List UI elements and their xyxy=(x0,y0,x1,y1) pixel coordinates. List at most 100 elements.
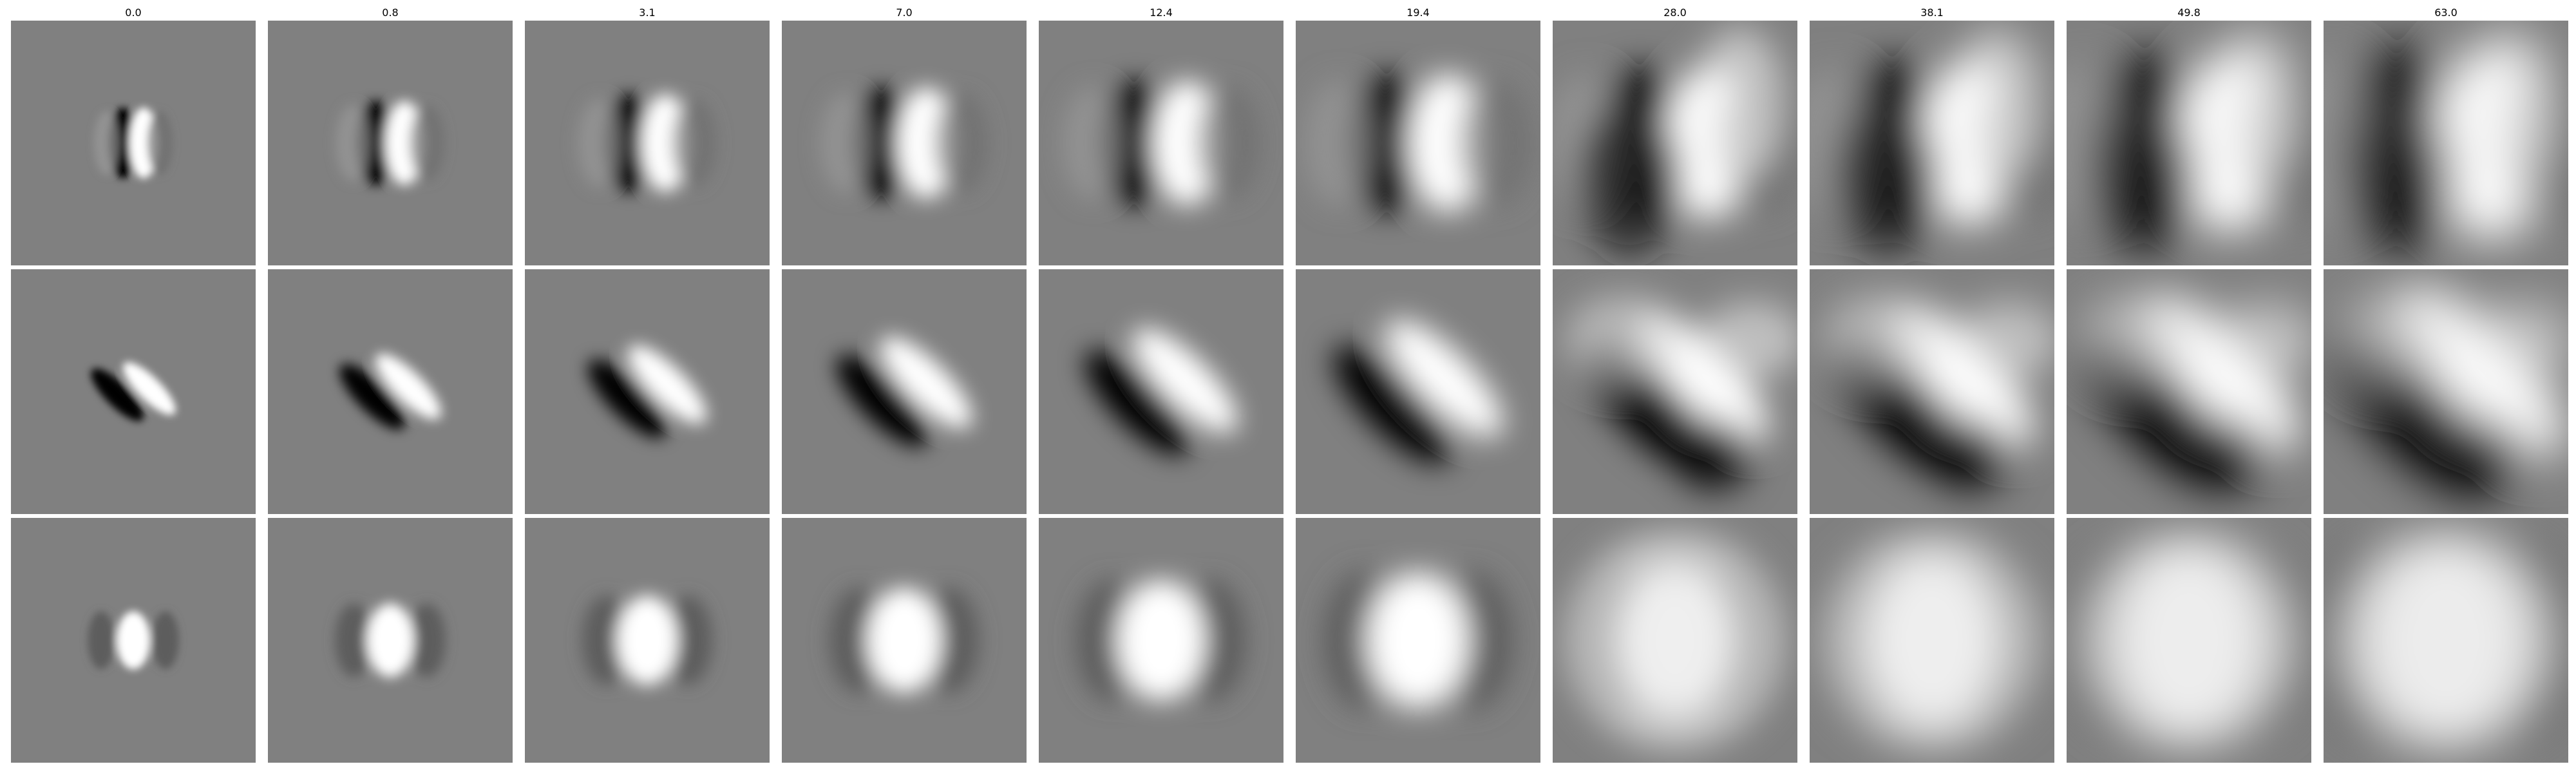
filter-blob xyxy=(1133,328,1238,433)
filter-blob xyxy=(672,99,717,187)
filter-blob xyxy=(663,595,713,685)
filter-blob xyxy=(2079,531,2298,750)
filter-blob xyxy=(1835,104,1938,259)
filter-panel xyxy=(525,21,770,265)
column-title: 28.0 xyxy=(1663,6,1687,19)
filter-blob xyxy=(1367,571,1469,709)
filter-image xyxy=(2324,21,2568,265)
column-title: 38.1 xyxy=(1920,6,1944,19)
filter-blob xyxy=(582,595,631,685)
filter-image xyxy=(1296,21,1540,265)
filter-image xyxy=(782,21,1027,265)
filter-blob xyxy=(1932,421,2009,491)
column-title: 12.4 xyxy=(1150,6,1173,19)
filter-panel xyxy=(11,21,256,265)
filter-image xyxy=(2067,269,2311,514)
column-title: 0.8 xyxy=(382,6,399,19)
filter-blob xyxy=(1461,81,1531,205)
column-title: 0.0 xyxy=(125,6,142,19)
filter-panel xyxy=(1553,21,1797,265)
filter-blob xyxy=(2079,295,2195,385)
panel-background xyxy=(782,269,1027,514)
filter-blob xyxy=(1333,346,1451,464)
filter-image xyxy=(525,269,770,514)
filter-blob xyxy=(1958,301,2054,379)
filter-blob xyxy=(935,93,989,193)
filter-image xyxy=(1296,269,1540,514)
filter-panel xyxy=(2067,21,2311,265)
filter-blob xyxy=(1305,81,1376,205)
filter-blob xyxy=(1694,27,1785,182)
filter-blob xyxy=(587,359,667,439)
filter-blob xyxy=(88,611,115,669)
filter-blob xyxy=(2472,301,2568,379)
filter-blob xyxy=(1951,27,2041,182)
filter-panel xyxy=(1039,21,1283,265)
filter-blob xyxy=(1385,320,1503,437)
filter-panel xyxy=(525,518,770,763)
filter-blob xyxy=(410,105,445,181)
filter-blob xyxy=(820,93,873,193)
filter-blob xyxy=(2336,531,2555,750)
filter-blob xyxy=(1117,580,1206,701)
filter-blob xyxy=(336,105,371,181)
filter-image xyxy=(11,21,256,265)
filter-panel xyxy=(525,269,770,514)
filter-panel xyxy=(782,21,1027,265)
column-title: 19.4 xyxy=(1406,6,1430,19)
filter-panel xyxy=(1039,518,1283,763)
filter-blob xyxy=(627,345,707,425)
filter-blob xyxy=(152,611,179,669)
filter-image xyxy=(2067,21,2311,265)
filter-image xyxy=(1810,518,2054,763)
filter-panel xyxy=(268,269,513,514)
filter-blob xyxy=(2349,104,2452,259)
filter-image xyxy=(2067,518,2311,763)
filter-panel xyxy=(1810,21,2054,265)
filter-panel xyxy=(1296,269,1540,514)
filter-blob xyxy=(1823,531,2041,750)
filter-panel xyxy=(2067,269,2311,514)
filter-panel xyxy=(2324,269,2568,514)
column-title: 3.1 xyxy=(639,6,656,19)
filter-blob xyxy=(2465,27,2555,182)
filter-blob xyxy=(1578,104,1681,259)
filter-blob xyxy=(335,603,373,678)
filter-panel xyxy=(782,269,1027,514)
filter-blob xyxy=(578,99,622,187)
filter-blob xyxy=(408,603,446,678)
filter-image xyxy=(525,21,770,265)
filter-panel xyxy=(11,269,256,514)
filter-image xyxy=(1553,518,1797,763)
filter-blob xyxy=(93,111,120,175)
filter-blob xyxy=(147,111,173,175)
panel-background xyxy=(525,269,770,514)
filter-image xyxy=(268,518,513,763)
filter-blob xyxy=(1701,301,1797,379)
column-title: 49.8 xyxy=(2177,6,2201,19)
column-title: 7.0 xyxy=(896,6,913,19)
filter-blob xyxy=(1823,295,1938,385)
column-title: 63.0 xyxy=(2434,6,2458,19)
filter-image xyxy=(1553,269,1797,514)
filter-blob xyxy=(375,354,441,420)
filter-panel xyxy=(11,518,256,763)
filter-image xyxy=(1039,269,1283,514)
filter-panel xyxy=(782,518,1027,763)
filter-blob xyxy=(836,355,928,447)
filter-blob xyxy=(2336,295,2452,385)
filter-blob xyxy=(366,603,414,678)
filter-blob xyxy=(1566,531,1785,750)
filter-image xyxy=(1810,21,2054,265)
filter-panel xyxy=(1810,269,2054,514)
filter-panel xyxy=(1039,269,1283,514)
filter-image xyxy=(11,518,256,763)
panel-background xyxy=(1296,269,1540,514)
filter-image xyxy=(525,518,770,763)
filter-image xyxy=(1553,21,1797,265)
filter-panel xyxy=(1553,518,1797,763)
filter-image xyxy=(268,269,513,514)
filter-blob xyxy=(880,336,972,428)
filter-blob xyxy=(2446,421,2523,491)
filter-image xyxy=(782,518,1027,763)
